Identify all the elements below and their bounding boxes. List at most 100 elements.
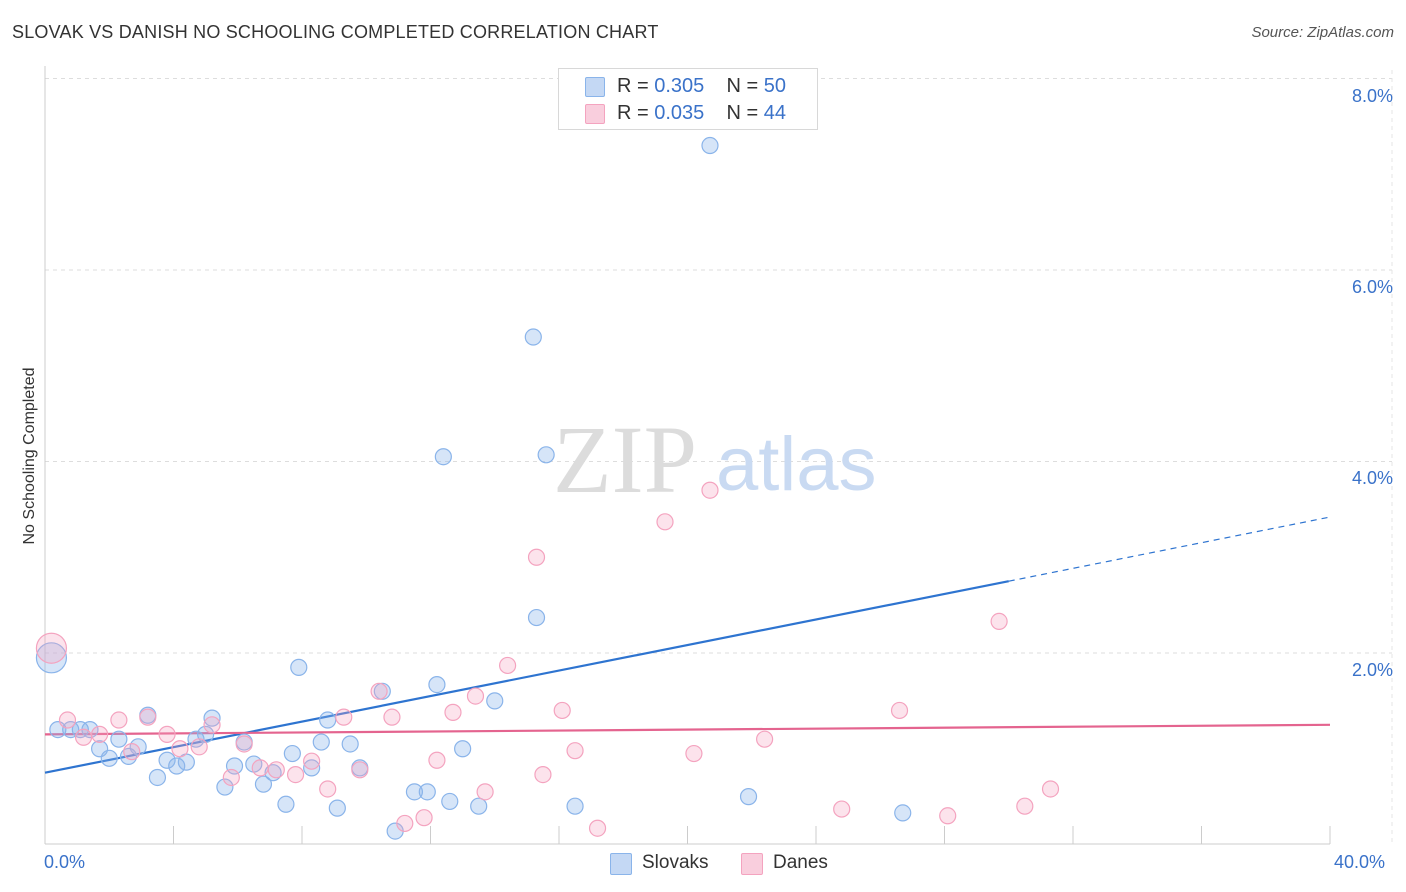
point-danes [351,761,369,779]
point-danes [235,735,253,753]
legend-n-value: 50 [763,75,787,97]
point-danes [319,780,337,798]
point-danes [396,814,414,833]
point-danes [203,716,221,734]
point-slovaks [290,658,308,676]
point-danes [74,728,93,746]
point-danes [35,632,68,664]
trend-lines [44,516,1331,774]
point-slovaks [701,136,719,155]
legend-r-value: 0.305 [654,75,705,97]
point-slovaks [418,783,436,801]
y-tick-label-8: 8.0% [1351,86,1393,106]
point-danes [158,725,176,743]
point-slovaks [203,709,221,727]
legend-r-label: R = [617,75,655,97]
point-danes [91,725,109,743]
source-label: Source: ZipAtlas.com [1251,24,1394,41]
point-slovaks [434,448,452,466]
point-slovaks [283,744,301,763]
point-danes [701,481,719,499]
point-danes [1041,780,1060,798]
y-tick-label-4: 4.0% [1351,468,1393,488]
point-slovaks [277,795,295,813]
point-slovaks [470,797,488,815]
point-danes [110,711,128,729]
point-danes [755,730,774,748]
point-slovaks [148,768,167,787]
point-danes [534,766,552,784]
chart-title: SLOVAK VS DANISH NO SCHOOLING COMPLETED … [12,22,659,42]
point-slovaks [35,642,68,674]
point-slovaks [264,764,282,782]
point-danes [444,703,462,721]
point-danes [251,759,269,777]
point-danes [415,809,433,827]
point-danes [428,751,446,769]
bottom-legend-swatch-slovaks [610,853,632,875]
point-slovaks [110,730,128,748]
legend-swatch-danes [585,104,605,124]
point-danes [303,752,321,770]
point-slovaks [537,446,555,464]
point-danes [566,742,584,760]
legend-n-label: N = [726,75,764,97]
watermark-zip: ZIP [553,406,697,513]
x-tick-label-min: 0.0% [44,852,86,872]
y-tick-label-2: 2.0% [1351,660,1393,680]
point-danes [476,783,494,801]
point-danes [286,766,305,784]
point-danes [466,687,485,705]
point-slovaks [312,733,330,751]
point-danes [335,708,353,726]
point-danes [383,708,401,726]
y-tick-label-6: 6.0% [1351,277,1393,297]
point-danes [890,701,909,720]
gridlines [45,70,1393,844]
point-danes [588,819,607,837]
point-slovaks [454,740,472,758]
point-slovaks [527,608,546,627]
point-slovaks [441,792,459,811]
point-slovaks [341,735,359,753]
x-tick-label-max: 40.0% [1334,852,1386,872]
point-slovaks [566,797,584,815]
watermark: ZIP atlas [553,406,877,513]
legend-r-value: 0.035 [654,102,705,124]
point-slovaks [486,692,504,710]
point-slovaks [62,720,80,739]
point-danes [171,740,189,758]
point-slovaks [524,328,542,346]
point-danes [267,761,285,779]
point-danes [1016,797,1034,815]
point-slovaks [894,804,912,822]
point-slovaks [158,751,176,769]
legend-n-label: N = [726,102,764,124]
data-points [35,136,1060,840]
point-slovaks [319,711,337,729]
point-slovaks [100,749,118,767]
point-slovaks [739,788,758,806]
legend: R = 0.305 N = 50 R = 0.035 N = 44 [558,68,818,130]
point-slovaks [405,783,424,801]
trend-line-slovaks [44,580,1009,774]
legend-swatch-slovaks [585,77,605,97]
trend-line-danes [44,723,1331,736]
point-danes [190,738,208,756]
point-danes [499,656,517,675]
point-slovaks [216,778,234,796]
point-danes [123,743,141,761]
point-danes [527,548,546,566]
point-slovaks [328,799,346,817]
bottom-legend-label-danes: Danes [773,852,828,873]
point-danes [222,768,240,787]
point-danes [939,807,957,825]
axes [44,66,1331,845]
bottom-legend-swatch-danes [741,853,763,875]
watermark-atlas: atlas [716,422,877,507]
point-danes [370,682,388,700]
point-danes [553,701,571,720]
point-danes [833,800,851,818]
point-danes [139,708,157,726]
